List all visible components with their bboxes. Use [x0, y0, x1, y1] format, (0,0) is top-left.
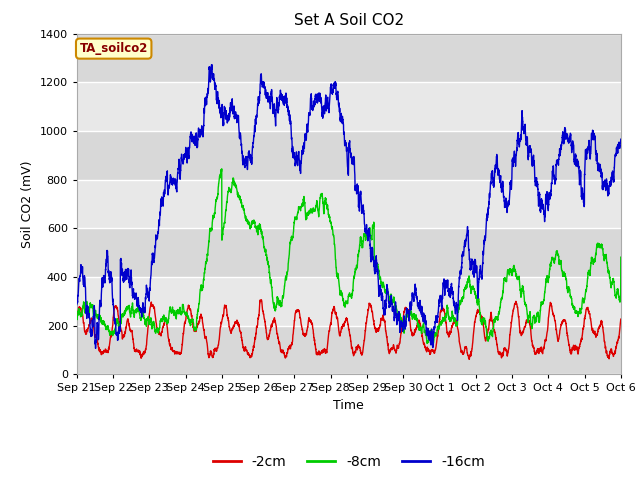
Bar	[77, 180, 621, 228]
Bar	[77, 326, 621, 374]
Bar	[77, 131, 621, 180]
X-axis label: Time: Time	[333, 399, 364, 412]
Bar	[77, 34, 621, 82]
Y-axis label: Soil CO2 (mV): Soil CO2 (mV)	[21, 160, 34, 248]
Legend: -2cm, -8cm, -16cm: -2cm, -8cm, -16cm	[207, 449, 490, 475]
Bar	[77, 82, 621, 131]
Text: TA_soilco2: TA_soilco2	[79, 42, 148, 55]
Bar	[77, 277, 621, 326]
Title: Set A Soil CO2: Set A Soil CO2	[294, 13, 404, 28]
Bar	[77, 228, 621, 277]
